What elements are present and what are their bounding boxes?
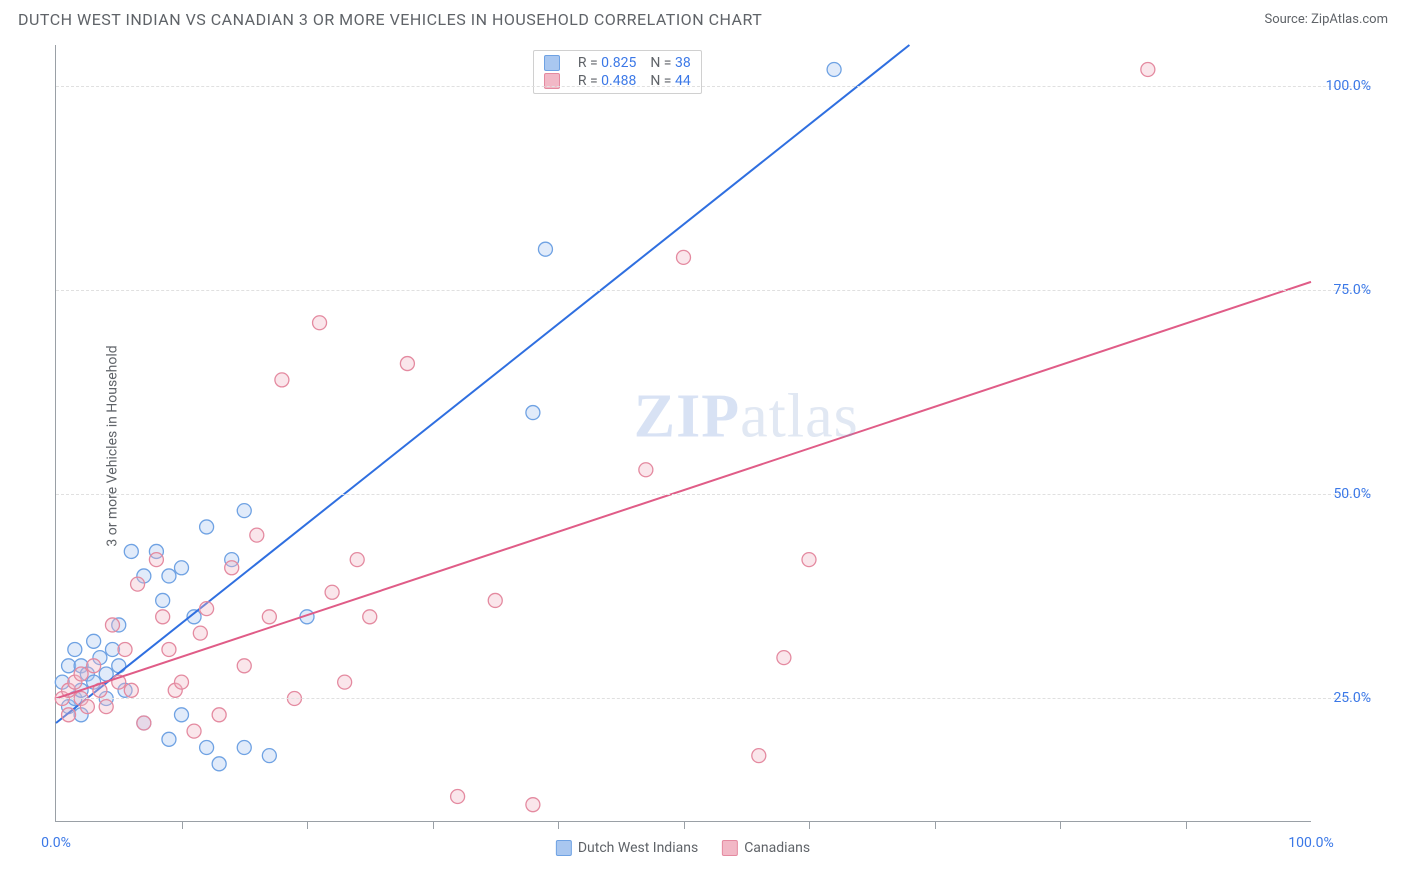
legend-item: Canadians <box>722 840 810 856</box>
data-point <box>262 610 276 624</box>
stats-swatch <box>544 55 560 71</box>
data-point <box>87 634 101 648</box>
chart-header: DUTCH WEST INDIAN VS CANADIAN 3 OR MORE … <box>0 0 1406 35</box>
series-legend: Dutch West Indians Canadians <box>556 840 810 856</box>
data-point <box>105 618 119 632</box>
data-point <box>187 724 201 738</box>
data-point <box>526 798 540 812</box>
data-point <box>237 659 251 673</box>
data-point <box>68 642 82 656</box>
data-point <box>87 659 101 673</box>
data-point <box>338 675 352 689</box>
data-point <box>62 708 76 722</box>
data-point <box>237 504 251 518</box>
chart-area: ZIPatlas R = 0.825N = 38R = 0.488N = 44 … <box>55 45 1311 822</box>
data-point <box>124 544 138 558</box>
data-point <box>112 659 126 673</box>
y-tick-label: 100.0% <box>1316 78 1371 94</box>
data-point <box>1141 63 1155 77</box>
data-point <box>313 316 327 330</box>
data-point <box>162 732 176 746</box>
y-tick-label: 50.0% <box>1316 486 1371 502</box>
data-point <box>156 593 170 607</box>
legend-swatch <box>556 840 572 856</box>
data-point <box>200 602 214 616</box>
data-point <box>237 740 251 754</box>
x-tick-label: 100.0% <box>1288 835 1333 851</box>
data-point <box>538 242 552 256</box>
data-point <box>105 642 119 656</box>
data-point <box>162 642 176 656</box>
data-point <box>212 708 226 722</box>
data-point <box>488 593 502 607</box>
data-point <box>131 577 145 591</box>
legend-swatch <box>722 840 738 856</box>
data-point <box>162 569 176 583</box>
data-point <box>262 749 276 763</box>
data-point <box>752 749 766 763</box>
data-point <box>99 700 113 714</box>
data-point <box>827 63 841 77</box>
data-point <box>156 610 170 624</box>
x-tick <box>684 821 685 829</box>
x-tick <box>1186 821 1187 829</box>
data-point <box>275 373 289 387</box>
data-point <box>200 740 214 754</box>
legend-label: Dutch West Indians <box>578 840 698 856</box>
y-tick-label: 25.0% <box>1316 690 1371 706</box>
data-point <box>137 716 151 730</box>
x-tick-label: 0.0% <box>41 835 71 851</box>
gridline <box>56 290 1371 291</box>
data-point <box>200 520 214 534</box>
chart-source: Source: ZipAtlas.com <box>1264 12 1388 27</box>
data-point <box>325 585 339 599</box>
data-point <box>639 463 653 477</box>
data-point <box>400 357 414 371</box>
data-point <box>118 642 132 656</box>
x-tick <box>558 821 559 829</box>
x-tick <box>182 821 183 829</box>
data-point <box>193 626 207 640</box>
y-tick-label: 75.0% <box>1316 282 1371 298</box>
trend-line <box>56 282 1311 699</box>
data-point <box>212 757 226 771</box>
gridline <box>56 494 1371 495</box>
x-tick <box>809 821 810 829</box>
x-tick <box>307 821 308 829</box>
data-point <box>80 700 94 714</box>
data-point <box>777 651 791 665</box>
data-point <box>225 561 239 575</box>
data-point <box>149 553 163 567</box>
data-point <box>175 561 189 575</box>
data-point <box>175 675 189 689</box>
data-point <box>350 553 364 567</box>
data-point <box>124 683 138 697</box>
chart-title: DUTCH WEST INDIAN VS CANADIAN 3 OR MORE … <box>18 10 762 29</box>
plot-svg <box>56 45 1311 821</box>
data-point <box>363 610 377 624</box>
data-point <box>526 406 540 420</box>
trend-line <box>56 45 909 723</box>
stats-legend: R = 0.825N = 38R = 0.488N = 44 <box>533 50 702 94</box>
stats-n: N = 38 <box>650 55 690 71</box>
data-point <box>74 667 88 681</box>
data-point <box>677 250 691 264</box>
legend-item: Dutch West Indians <box>556 840 698 856</box>
x-tick <box>433 821 434 829</box>
data-point <box>250 528 264 542</box>
x-tick <box>935 821 936 829</box>
legend-label: Canadians <box>744 840 810 856</box>
data-point <box>802 553 816 567</box>
gridline <box>56 698 1371 699</box>
x-tick <box>1060 821 1061 829</box>
gridline <box>56 86 1371 87</box>
plot-region: ZIPatlas R = 0.825N = 38R = 0.488N = 44 … <box>55 45 1311 822</box>
data-point <box>451 789 465 803</box>
data-point <box>175 708 189 722</box>
stats-r: R = 0.825 <box>578 55 636 71</box>
